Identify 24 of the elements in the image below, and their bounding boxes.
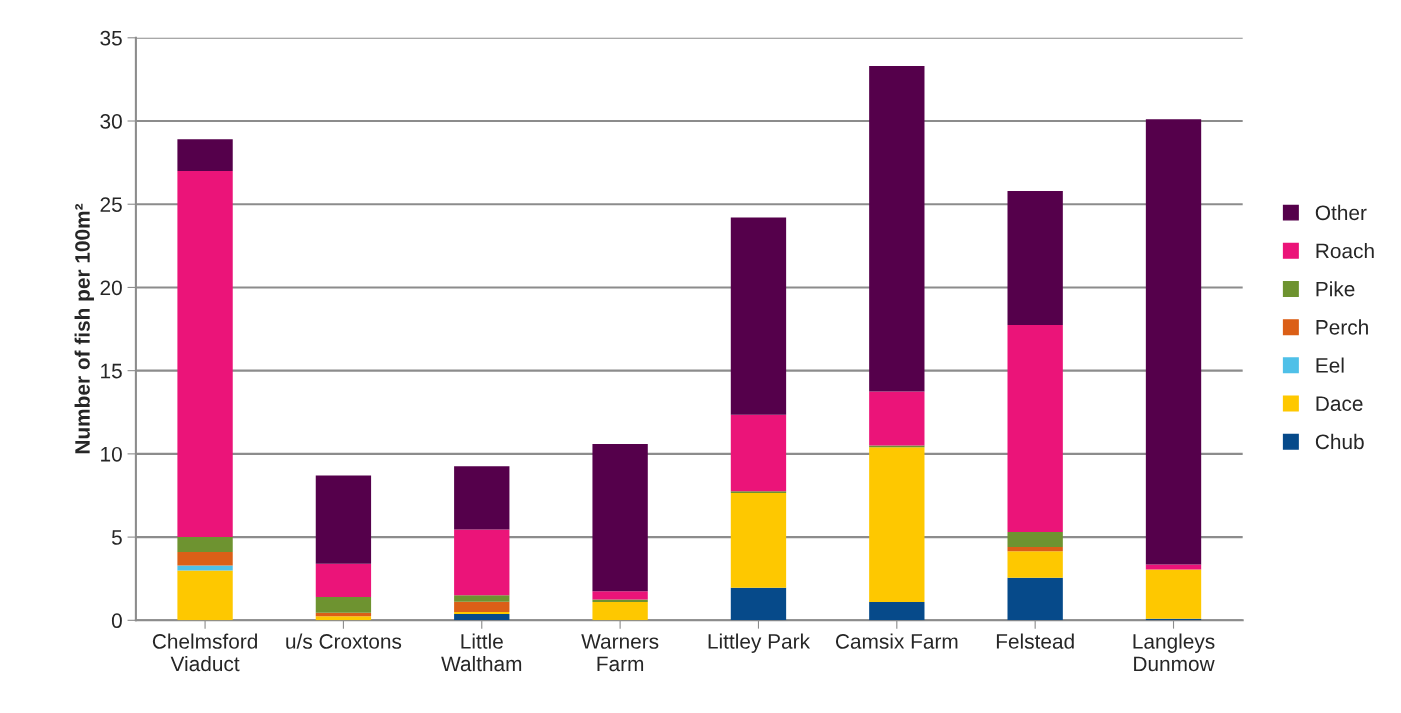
x-tick-label: Little Waltham bbox=[441, 633, 522, 672]
legend-label: Other bbox=[1315, 204, 1367, 221]
legend-label: Pike bbox=[1316, 281, 1355, 297]
x-tick-label: Warners Farm bbox=[581, 634, 659, 672]
x-tick-label: Langleys Dunmow bbox=[1133, 633, 1215, 672]
legend-label: Roach bbox=[1316, 243, 1374, 259]
x-tick-label: Littley Park bbox=[708, 633, 811, 653]
y-tick-label: 25 bbox=[100, 197, 122, 212]
y-tick-label: 15 bbox=[101, 363, 122, 379]
y-tick-label: 20 bbox=[100, 280, 122, 296]
y-tick-label: 30 bbox=[100, 114, 122, 129]
x-tick-label: Camsix Farm bbox=[835, 633, 958, 649]
y-axis-title: Number of fish per 100m² bbox=[74, 203, 94, 454]
legend-label: Chub bbox=[1315, 433, 1364, 450]
legend-label: Dace bbox=[1316, 396, 1363, 411]
y-tick-label: 35 bbox=[100, 30, 122, 46]
x-tick-label: Felstead bbox=[996, 633, 1074, 649]
y-tick-label: 0 bbox=[111, 613, 122, 629]
y-tick-label: 10 bbox=[101, 446, 122, 462]
legend-label: Perch bbox=[1316, 319, 1368, 335]
x-tick-label: Chelmsford Viaduct bbox=[152, 633, 257, 672]
y-tick-label: 5 bbox=[111, 530, 122, 545]
legend-label: Eel bbox=[1316, 357, 1344, 373]
x-tick-label: u/s Croxtons bbox=[286, 633, 402, 649]
